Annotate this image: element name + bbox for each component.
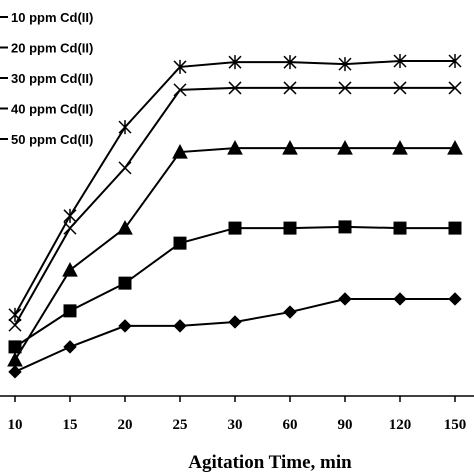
- x-tick-label: 20: [118, 417, 133, 433]
- point: [448, 53, 462, 68]
- point: [118, 120, 132, 135]
- point: [228, 221, 242, 235]
- point: [118, 161, 132, 175]
- point: [117, 220, 133, 235]
- x-axis-label: Agitation Time, min: [188, 452, 352, 473]
- point: [63, 304, 77, 318]
- point: [173, 319, 187, 333]
- legend-label: 10 ppm Cd(II): [11, 10, 93, 25]
- point: [448, 221, 462, 235]
- legend-label: 30 ppm Cd(II): [11, 71, 93, 86]
- point: [338, 292, 352, 306]
- point: [338, 57, 352, 72]
- point: [338, 220, 352, 234]
- point: [173, 236, 187, 250]
- point: [63, 340, 77, 354]
- x-tick-label: 10: [8, 417, 23, 433]
- legend-label: 20 ppm Cd(II): [11, 41, 93, 56]
- point: [228, 55, 242, 70]
- point: [8, 307, 22, 322]
- series-line: [14, 225, 455, 348]
- point: [228, 81, 242, 95]
- point: [118, 276, 132, 290]
- point: [173, 83, 187, 97]
- x-tick-label: 90: [338, 417, 353, 433]
- point: [283, 81, 297, 95]
- series-line: [14, 59, 455, 316]
- x-tick-label: 60: [283, 417, 298, 433]
- point: [448, 81, 462, 95]
- point: [63, 208, 77, 223]
- point: [173, 59, 187, 74]
- point: [62, 262, 78, 277]
- legend-label: 50 ppm Cd(II): [11, 132, 93, 147]
- point: [7, 351, 23, 367]
- point: [393, 81, 407, 95]
- x-tick-label: 30: [228, 417, 243, 433]
- point: [448, 292, 462, 306]
- point: [283, 55, 297, 70]
- point: [393, 53, 407, 68]
- point: [227, 140, 243, 155]
- x-tick-label: 150: [444, 417, 467, 433]
- point: [118, 319, 132, 333]
- point: [393, 221, 407, 235]
- point: [392, 140, 408, 155]
- series-line: [14, 297, 455, 373]
- legend-label: 40 ppm Cd(II): [11, 102, 93, 117]
- point: [8, 365, 22, 379]
- point: [282, 140, 298, 155]
- point: [8, 318, 22, 332]
- point: [283, 305, 297, 319]
- point: [338, 81, 352, 95]
- x-tick-label: 15: [63, 417, 78, 433]
- point: [228, 315, 242, 329]
- point: [447, 140, 463, 155]
- point: [393, 292, 407, 306]
- series-line: [14, 86, 455, 326]
- x-tick-label: 25: [173, 417, 188, 433]
- x-tick-label: 120: [389, 417, 412, 433]
- point: [172, 144, 188, 159]
- point: [337, 140, 353, 155]
- point: [8, 340, 22, 354]
- point: [283, 221, 297, 235]
